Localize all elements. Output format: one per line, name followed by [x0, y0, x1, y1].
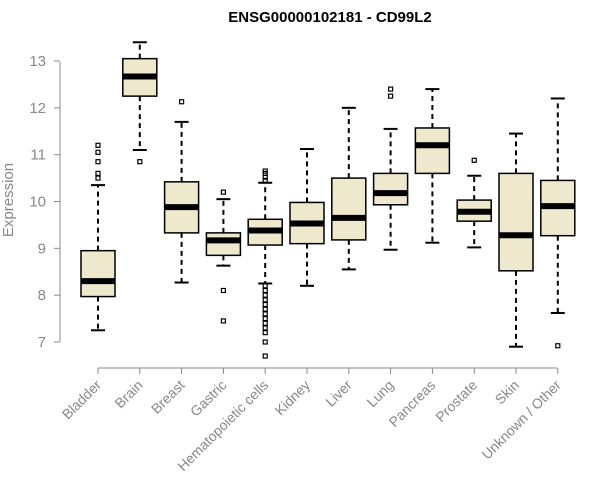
outlier-point	[262, 168, 268, 174]
outlier-point	[262, 353, 268, 359]
y-tick-label: 8	[38, 287, 46, 304]
iqr-box	[80, 249, 116, 298]
x-tick-label: Kidney	[272, 377, 314, 419]
iqr-box	[414, 127, 451, 175]
box-group	[80, 142, 116, 332]
outlier-point	[262, 177, 268, 184]
x-tick-label: Prostate	[432, 377, 480, 425]
outlier-point	[95, 159, 101, 165]
iqr-box	[498, 172, 534, 272]
outlier-point	[137, 159, 143, 165]
chart-title: ENSG00000102181 - CD99L2	[228, 9, 431, 26]
boxes	[80, 41, 576, 359]
iqr-box	[331, 177, 367, 241]
outlier-point	[262, 315, 268, 322]
outlier-point	[262, 339, 268, 345]
outlier-point	[262, 283, 268, 289]
outlier-point	[262, 311, 268, 317]
iqr-box	[372, 172, 409, 206]
outlier-point	[262, 320, 268, 326]
outlier-point	[95, 175, 101, 181]
iqr-box	[205, 232, 242, 257]
outlier-point	[262, 292, 268, 298]
x-tick-label: Brain	[111, 377, 145, 411]
x-tick-label: Liver	[322, 377, 355, 410]
y-tick-label: 13	[29, 53, 46, 70]
y-tick-label: 12	[29, 100, 46, 117]
box-group	[247, 168, 283, 359]
y-tick-label: 10	[29, 194, 46, 211]
outlier-point	[95, 142, 101, 148]
box-group	[540, 97, 576, 349]
x-tick-label: Breast	[148, 377, 188, 417]
x-tick-label: Skin	[492, 377, 523, 408]
y-tick-label: 11	[30, 147, 46, 164]
outlier-point	[262, 301, 268, 308]
y-axis-label: Expression	[0, 163, 17, 237]
outlier-point	[179, 99, 185, 105]
box-group	[498, 132, 534, 348]
outlier-point	[220, 189, 226, 195]
box-group	[122, 41, 158, 165]
y-tick-label: 7	[38, 334, 46, 351]
outlier-point	[220, 318, 226, 324]
outlier-point	[471, 157, 477, 163]
outlier-point	[262, 297, 268, 303]
box-group	[289, 148, 325, 287]
box-group	[372, 86, 409, 251]
outlier-point	[95, 170, 101, 176]
outlier-point	[262, 287, 268, 294]
box-group	[205, 189, 242, 324]
box-group	[163, 99, 200, 284]
outlier-point	[262, 325, 268, 331]
outlier-point	[555, 343, 561, 349]
outlier-point	[388, 86, 394, 92]
x-tick-label: Lung	[363, 377, 396, 410]
y-tick-label: 9	[38, 240, 46, 257]
x-tick-label: Unknown / Other	[478, 377, 564, 463]
box-group	[456, 157, 492, 249]
outlier-point	[262, 330, 268, 336]
y-ticks: 7 8 9 10 11 12 13	[29, 53, 60, 351]
outlier-point	[95, 149, 101, 155]
outlier-point	[220, 287, 226, 294]
box-group	[331, 106, 367, 271]
outlier-point	[388, 93, 394, 99]
x-tick-label: Bladder	[59, 377, 105, 423]
outlier-point	[262, 306, 268, 312]
box-group	[414, 88, 451, 244]
